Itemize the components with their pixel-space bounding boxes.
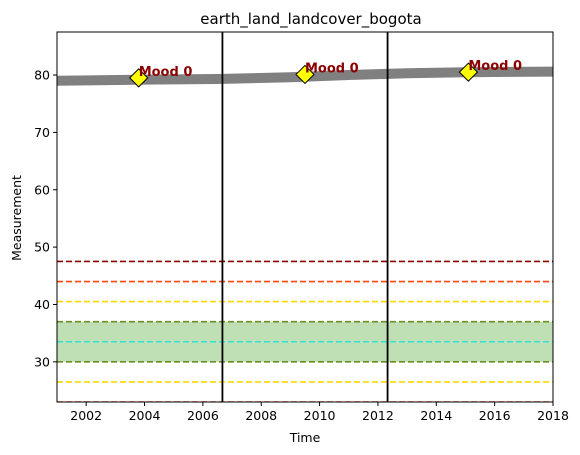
- x-tick-label-2006: 2006: [187, 408, 219, 423]
- y-axis-title: Measurement: [9, 175, 24, 261]
- x-tick-label-2016: 2016: [479, 408, 511, 423]
- chart-title: earth_land_landcover_bogota: [200, 10, 421, 29]
- mood-marker-1: [128, 68, 149, 88]
- x-tick-label-2018: 2018: [537, 408, 569, 423]
- x-tick-label-2008: 2008: [245, 408, 277, 423]
- plot-area: Mood 0 Mood 0 Mood 0 2002 2004 2006 2008 2010 20…: [34, 31, 569, 423]
- mood-marker-2: [295, 64, 315, 85]
- series-line-1: [57, 66, 553, 86]
- mood-marker-3: [458, 62, 479, 82]
- mood-label-2: Mood 0: [305, 61, 359, 76]
- plot-frame: [56, 31, 554, 403]
- y-tick-label-50: 50: [34, 240, 50, 255]
- x-axis-title: Time: [289, 430, 321, 445]
- x-tick-label-2012: 2012: [362, 408, 394, 423]
- y-tick-label-30: 30: [34, 354, 50, 369]
- x-tick-label-2010: 2010: [304, 408, 336, 423]
- x-tick-label-2004: 2004: [129, 408, 161, 423]
- mood-label-1: Mood 0: [139, 65, 193, 80]
- y-tick-label-60: 60: [34, 182, 50, 197]
- y-tick-label-80: 80: [34, 68, 50, 83]
- y-tick-label-70: 70: [34, 125, 50, 140]
- x-tick-label-2002: 2002: [70, 408, 102, 423]
- y-tick-label-40: 40: [34, 297, 50, 312]
- x-tick-label-2014: 2014: [420, 408, 452, 423]
- mood-label-3: Mood 0: [468, 59, 522, 74]
